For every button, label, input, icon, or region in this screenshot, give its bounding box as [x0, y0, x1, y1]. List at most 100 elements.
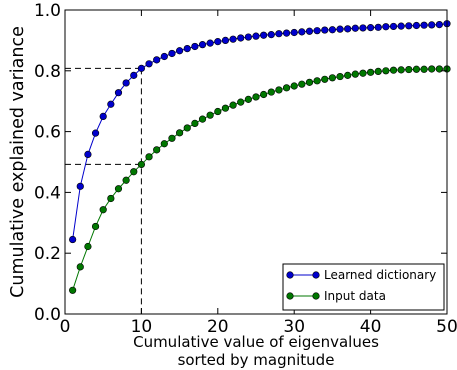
series-0-point: [130, 71, 138, 79]
reference-lines: [65, 67, 142, 314]
series-1-point: [153, 146, 161, 154]
plot-background: [65, 10, 447, 314]
series-0-point: [198, 41, 207, 49]
series-1-point: [91, 222, 100, 231]
series-0-point: [305, 27, 314, 35]
series-1-point: [198, 115, 207, 123]
series-0-point: [359, 24, 367, 32]
series-0-point: [282, 29, 291, 37]
series-0-point: [160, 52, 168, 61]
series-1-point: [405, 65, 413, 74]
series-0-point: [420, 21, 428, 29]
legend-marker-1: [312, 292, 320, 300]
series-1-point: [76, 263, 84, 271]
x-axis-title-line-2: sorted by magnitude: [178, 351, 335, 369]
series-0-point: [84, 150, 92, 158]
series-0-point: [367, 24, 375, 32]
series-1-point: [420, 65, 428, 73]
series-0-point: [229, 35, 237, 43]
series-0-point: [275, 30, 283, 38]
ticks-layer: [64, 9, 448, 315]
series-0-point: [435, 20, 443, 29]
y-tick-label: 0.4: [34, 183, 61, 203]
series-0-point: [168, 49, 176, 58]
series-0-point: [76, 182, 84, 190]
series-1-point: [389, 66, 398, 74]
legend-label-0: Learned dictionary: [324, 268, 436, 282]
series-0-point: [328, 26, 337, 34]
series-0-point: [412, 21, 421, 30]
series-0-point: [237, 34, 245, 42]
y-tick-label: 1.0: [34, 1, 61, 21]
series-1-point: [298, 80, 306, 88]
y-tick-label: 0.6: [34, 123, 61, 143]
series-0-point: [382, 23, 390, 31]
series-1-point: [260, 90, 268, 99]
series-0-point: [153, 56, 161, 64]
series-1-point: [145, 153, 153, 161]
series-layer: [69, 20, 451, 294]
series-0-point: [267, 31, 275, 39]
series-1-point: [336, 72, 344, 81]
series-0-point: [183, 45, 191, 53]
series-0-point: [214, 38, 222, 46]
series-1-point: [282, 84, 291, 92]
series-1-point: [313, 77, 321, 85]
series-0-point: [298, 28, 306, 36]
series-1-point: [359, 69, 367, 77]
legend-label-1: Input data: [324, 289, 386, 303]
series-1-point: [275, 86, 283, 94]
series-1-point: [397, 66, 405, 74]
y-tick-label: 0.2: [34, 244, 61, 264]
series-0-point: [397, 22, 405, 30]
series-0-point: [321, 26, 329, 34]
series-1-point: [69, 286, 77, 294]
series-0-point: [206, 39, 214, 47]
legend: Learned dictionary Input data: [282, 263, 445, 311]
x-tick-label: 50: [436, 317, 457, 337]
series-1-point: [229, 101, 237, 109]
x-axis-title-line-1: Cumulative value of eigenvalues: [133, 333, 379, 351]
series-1-point: [99, 206, 107, 214]
legend-marker-1: [286, 292, 294, 300]
series-0-point: [176, 47, 184, 55]
series-1-point: [168, 134, 176, 142]
series-0-point: [336, 25, 344, 33]
series-1-point: [107, 194, 115, 203]
series-0-point: [351, 24, 359, 32]
series-0-point: [405, 22, 413, 30]
series-1-point: [221, 104, 230, 112]
series-1-point: [382, 67, 390, 75]
series-0-point: [244, 33, 252, 41]
series-0-point: [290, 28, 298, 37]
series-1-point: [160, 140, 168, 148]
series-0-point: [221, 36, 230, 45]
series-1-point: [137, 160, 145, 169]
series-1-point: [428, 65, 436, 73]
series-1-point: [237, 98, 245, 106]
series-0-point: [137, 64, 145, 72]
series-0-point: [260, 31, 268, 39]
series-0-point: [145, 60, 153, 68]
series-1-point: [191, 119, 199, 127]
series-0-point: [69, 235, 77, 244]
y-tick-label: 0.8: [34, 62, 61, 82]
x-tick-label: 20: [207, 317, 229, 337]
series-0-point: [107, 100, 115, 108]
series-0-point: [344, 25, 352, 33]
series-1-point: [267, 88, 275, 96]
series-1-point: [374, 67, 382, 76]
series-1-point: [206, 111, 214, 119]
series-0-point: [313, 27, 321, 35]
series-0-point: [374, 23, 382, 31]
series-1-point: [305, 78, 314, 86]
series-0-point: [122, 79, 130, 87]
x-tick-label: 40: [360, 317, 382, 337]
series-0-point: [91, 129, 100, 137]
legend-marker-0: [286, 271, 294, 279]
series-0-point: [114, 89, 123, 97]
legend-entries: Learned dictionary Input data: [286, 268, 436, 303]
series-0-point: [252, 32, 260, 40]
series-0-point: [389, 22, 398, 31]
